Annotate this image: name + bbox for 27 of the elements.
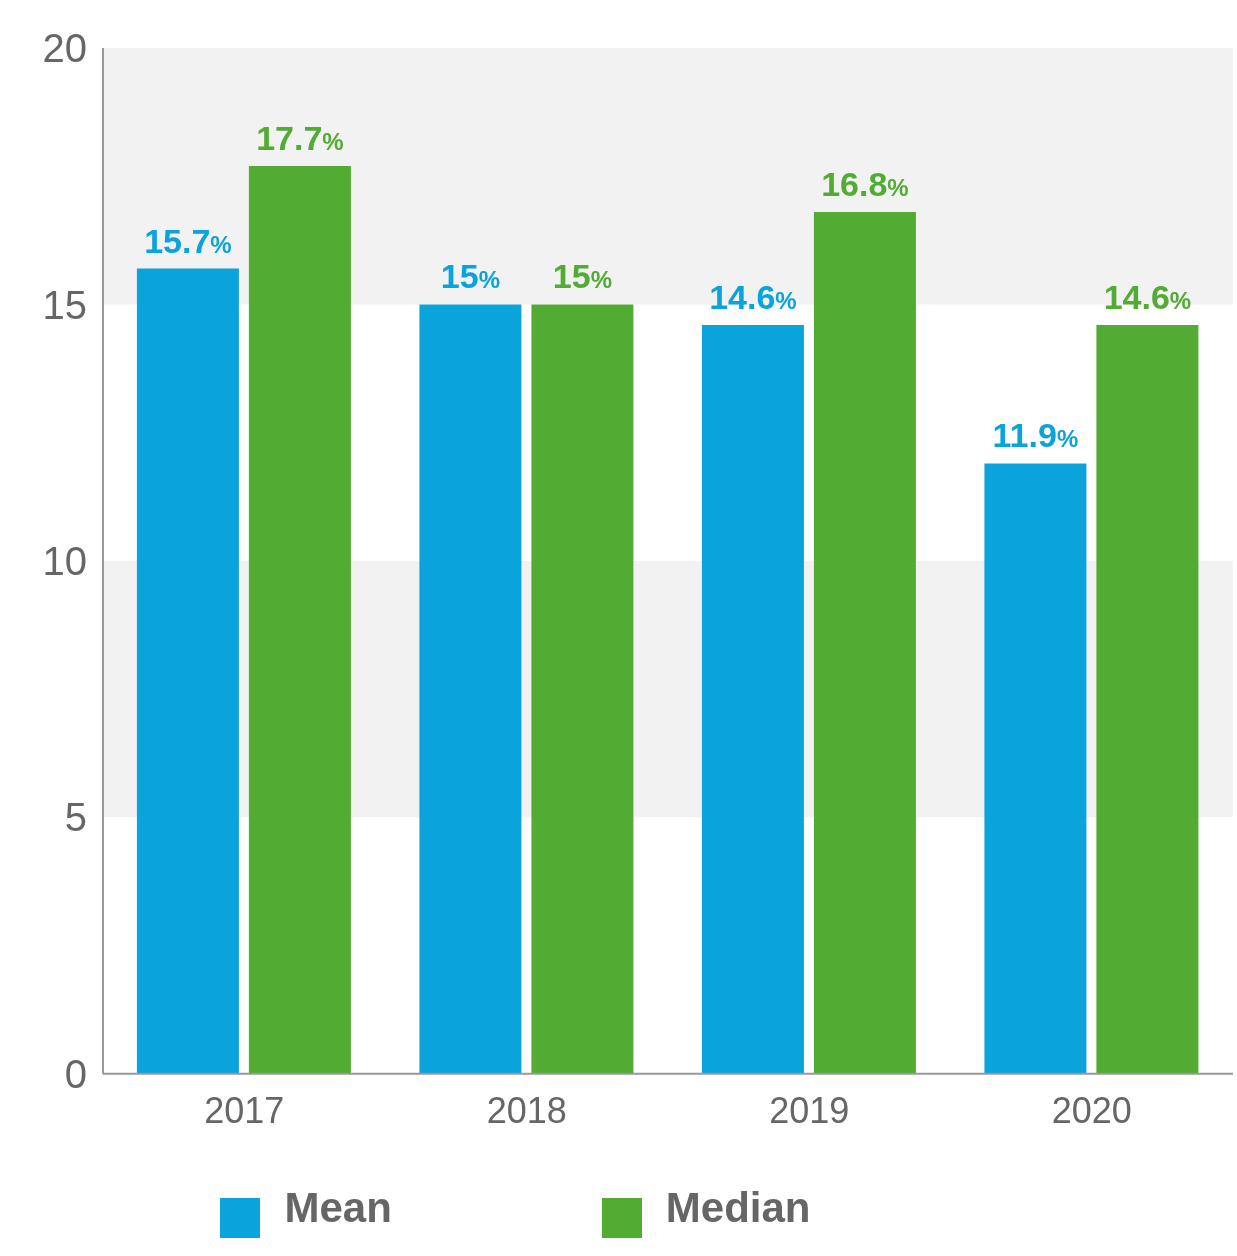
x-tick-label: 2019 bbox=[769, 1090, 850, 1132]
y-tick-label: 5 bbox=[64, 795, 87, 840]
bar bbox=[701, 324, 804, 1074]
data-label: 16.8% bbox=[821, 165, 909, 204]
data-label: 15% bbox=[552, 257, 612, 296]
bar bbox=[813, 212, 916, 1074]
data-label: 17.7% bbox=[256, 118, 344, 157]
data-label: 11.9% bbox=[992, 416, 1079, 455]
y-tick-label: 15 bbox=[42, 282, 87, 327]
bar bbox=[419, 304, 522, 1074]
legend-label: Median bbox=[665, 1183, 811, 1231]
bar bbox=[248, 165, 351, 1074]
bar bbox=[531, 304, 634, 1074]
bar bbox=[1096, 324, 1199, 1074]
data-label: 15% bbox=[440, 257, 500, 296]
y-tick-label: 20 bbox=[42, 26, 87, 71]
bar bbox=[984, 463, 1087, 1074]
y-tick-label: 10 bbox=[42, 539, 87, 584]
data-label: 15.7% bbox=[144, 221, 232, 260]
data-label: 14.6% bbox=[709, 277, 797, 316]
bar bbox=[136, 268, 239, 1074]
x-tick-label: 2020 bbox=[1051, 1090, 1132, 1132]
y-tick-label: 0 bbox=[64, 1051, 87, 1096]
legend-label: Mean bbox=[284, 1183, 392, 1231]
x-tick-label: 2017 bbox=[204, 1090, 285, 1132]
data-label: 14.6% bbox=[1103, 277, 1192, 316]
x-tick-label: 2018 bbox=[486, 1090, 567, 1132]
